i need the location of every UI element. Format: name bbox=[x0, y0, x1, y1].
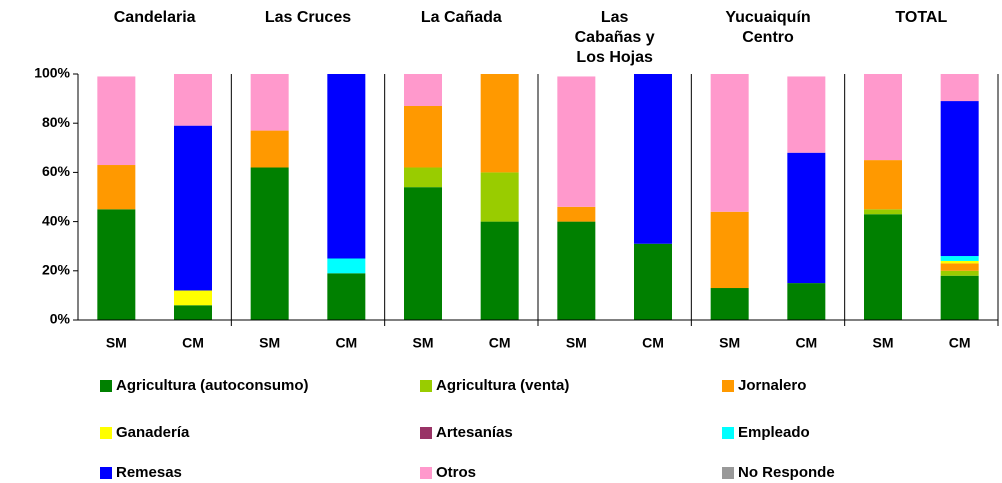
legend-item: No Responde bbox=[722, 464, 835, 481]
y-tick-label: 0% bbox=[50, 311, 71, 327]
legend-item: Empleado bbox=[722, 424, 810, 441]
bar-segment bbox=[940, 275, 979, 320]
bar-segment bbox=[327, 273, 366, 320]
x-tick-label: CM bbox=[642, 335, 664, 351]
x-tick-label: SM bbox=[719, 335, 740, 351]
legend-swatch bbox=[100, 379, 112, 392]
group-label: Yucuaiquín Centro bbox=[725, 9, 811, 46]
legend-swatch bbox=[420, 466, 432, 479]
bar-segment bbox=[174, 125, 212, 291]
legend-label: Agricultura (venta) bbox=[436, 377, 570, 394]
bar-segment bbox=[174, 74, 212, 126]
legend-item: Ganadería bbox=[100, 424, 189, 441]
bar-segment bbox=[710, 211, 749, 289]
x-tick-label: SM bbox=[106, 335, 127, 351]
y-tick-label: 20% bbox=[42, 262, 71, 278]
bar-segment bbox=[710, 288, 749, 320]
legend-swatch bbox=[420, 379, 432, 392]
bar-segment bbox=[404, 105, 442, 168]
bar-segment bbox=[940, 263, 979, 271]
y-tick-label: 60% bbox=[42, 163, 71, 179]
x-tick-label: SM bbox=[873, 335, 894, 351]
bar-segment bbox=[404, 167, 442, 188]
bar-segment bbox=[940, 74, 979, 102]
x-tick-label: CM bbox=[795, 335, 817, 351]
bar-segment bbox=[250, 130, 289, 168]
x-tick-label: SM bbox=[413, 335, 434, 351]
bar-segment bbox=[250, 74, 289, 131]
bar-segment bbox=[327, 258, 366, 274]
bar-segment bbox=[327, 74, 366, 259]
group-label: Las Cabañas y Los Hojas bbox=[574, 9, 655, 66]
legend-item: Jornalero bbox=[722, 377, 806, 394]
bar-segment bbox=[404, 187, 442, 320]
x-tick-label: CM bbox=[335, 335, 357, 351]
group-label: Candelaria bbox=[113, 9, 196, 26]
bar-segment bbox=[940, 260, 979, 264]
bar-segment bbox=[250, 167, 289, 320]
bar-segment bbox=[174, 305, 212, 320]
legend-label: Artesanías bbox=[436, 424, 513, 441]
y-tick-label: 80% bbox=[42, 114, 71, 130]
group-label: TOTAL bbox=[895, 9, 948, 26]
bar-segment bbox=[864, 74, 902, 161]
legend-label: Empleado bbox=[738, 424, 810, 441]
bar-segment bbox=[404, 74, 442, 106]
bar-segment bbox=[97, 209, 136, 320]
bar-segment bbox=[787, 283, 826, 320]
bar-segment bbox=[787, 152, 826, 284]
bar-segment bbox=[940, 270, 979, 276]
bar-segment bbox=[940, 101, 979, 257]
legend-label: Ganadería bbox=[116, 424, 190, 441]
bar-segment bbox=[557, 76, 596, 207]
bar-segment bbox=[634, 74, 672, 244]
bar-segment bbox=[174, 290, 212, 306]
y-tick-label: 100% bbox=[34, 65, 70, 81]
legend-label: Jornalero bbox=[738, 377, 807, 394]
x-tick-label: CM bbox=[949, 335, 971, 351]
legend-label: Agricultura (autoconsumo) bbox=[116, 377, 309, 394]
legend-swatch bbox=[722, 379, 734, 392]
legend-swatch bbox=[722, 426, 734, 439]
legend-swatch bbox=[100, 426, 112, 439]
bar-segment bbox=[557, 221, 596, 320]
bar-segment bbox=[864, 214, 902, 320]
legend-label: Otros bbox=[436, 464, 477, 481]
x-tick-label: SM bbox=[566, 335, 587, 351]
group-label: La Cañada bbox=[420, 9, 502, 26]
bar-segment bbox=[480, 172, 519, 222]
bar-segment bbox=[634, 243, 672, 320]
x-tick-label: CM bbox=[489, 335, 511, 351]
bar-segment bbox=[97, 76, 136, 166]
group-label: Las Cruces bbox=[264, 9, 352, 26]
legend-swatch bbox=[420, 426, 432, 439]
legend-label: Remesas bbox=[116, 464, 182, 481]
legend-swatch bbox=[722, 466, 734, 479]
y-tick-label: 40% bbox=[42, 212, 71, 228]
bar-segment bbox=[787, 76, 826, 153]
legend-item: Otros bbox=[420, 464, 476, 481]
legend-swatch bbox=[100, 466, 112, 479]
bar-segment bbox=[710, 74, 749, 212]
bar-segment bbox=[864, 160, 902, 210]
legend-item: Remesas bbox=[100, 464, 182, 481]
bar-segment bbox=[940, 256, 979, 261]
bar-segment bbox=[480, 74, 519, 173]
legend-label: No Responde bbox=[738, 464, 835, 481]
x-tick-label: CM bbox=[182, 335, 204, 351]
bar-segment bbox=[480, 221, 519, 320]
bar-segment bbox=[557, 206, 596, 222]
legend-item: Agricultura (autoconsumo) bbox=[100, 377, 309, 394]
legend-item: Artesanías bbox=[420, 424, 513, 441]
bar-segment bbox=[864, 209, 902, 215]
legend-item: Agricultura (venta) bbox=[420, 377, 569, 394]
x-tick-label: SM bbox=[259, 335, 280, 351]
bar-segment bbox=[97, 165, 136, 210]
